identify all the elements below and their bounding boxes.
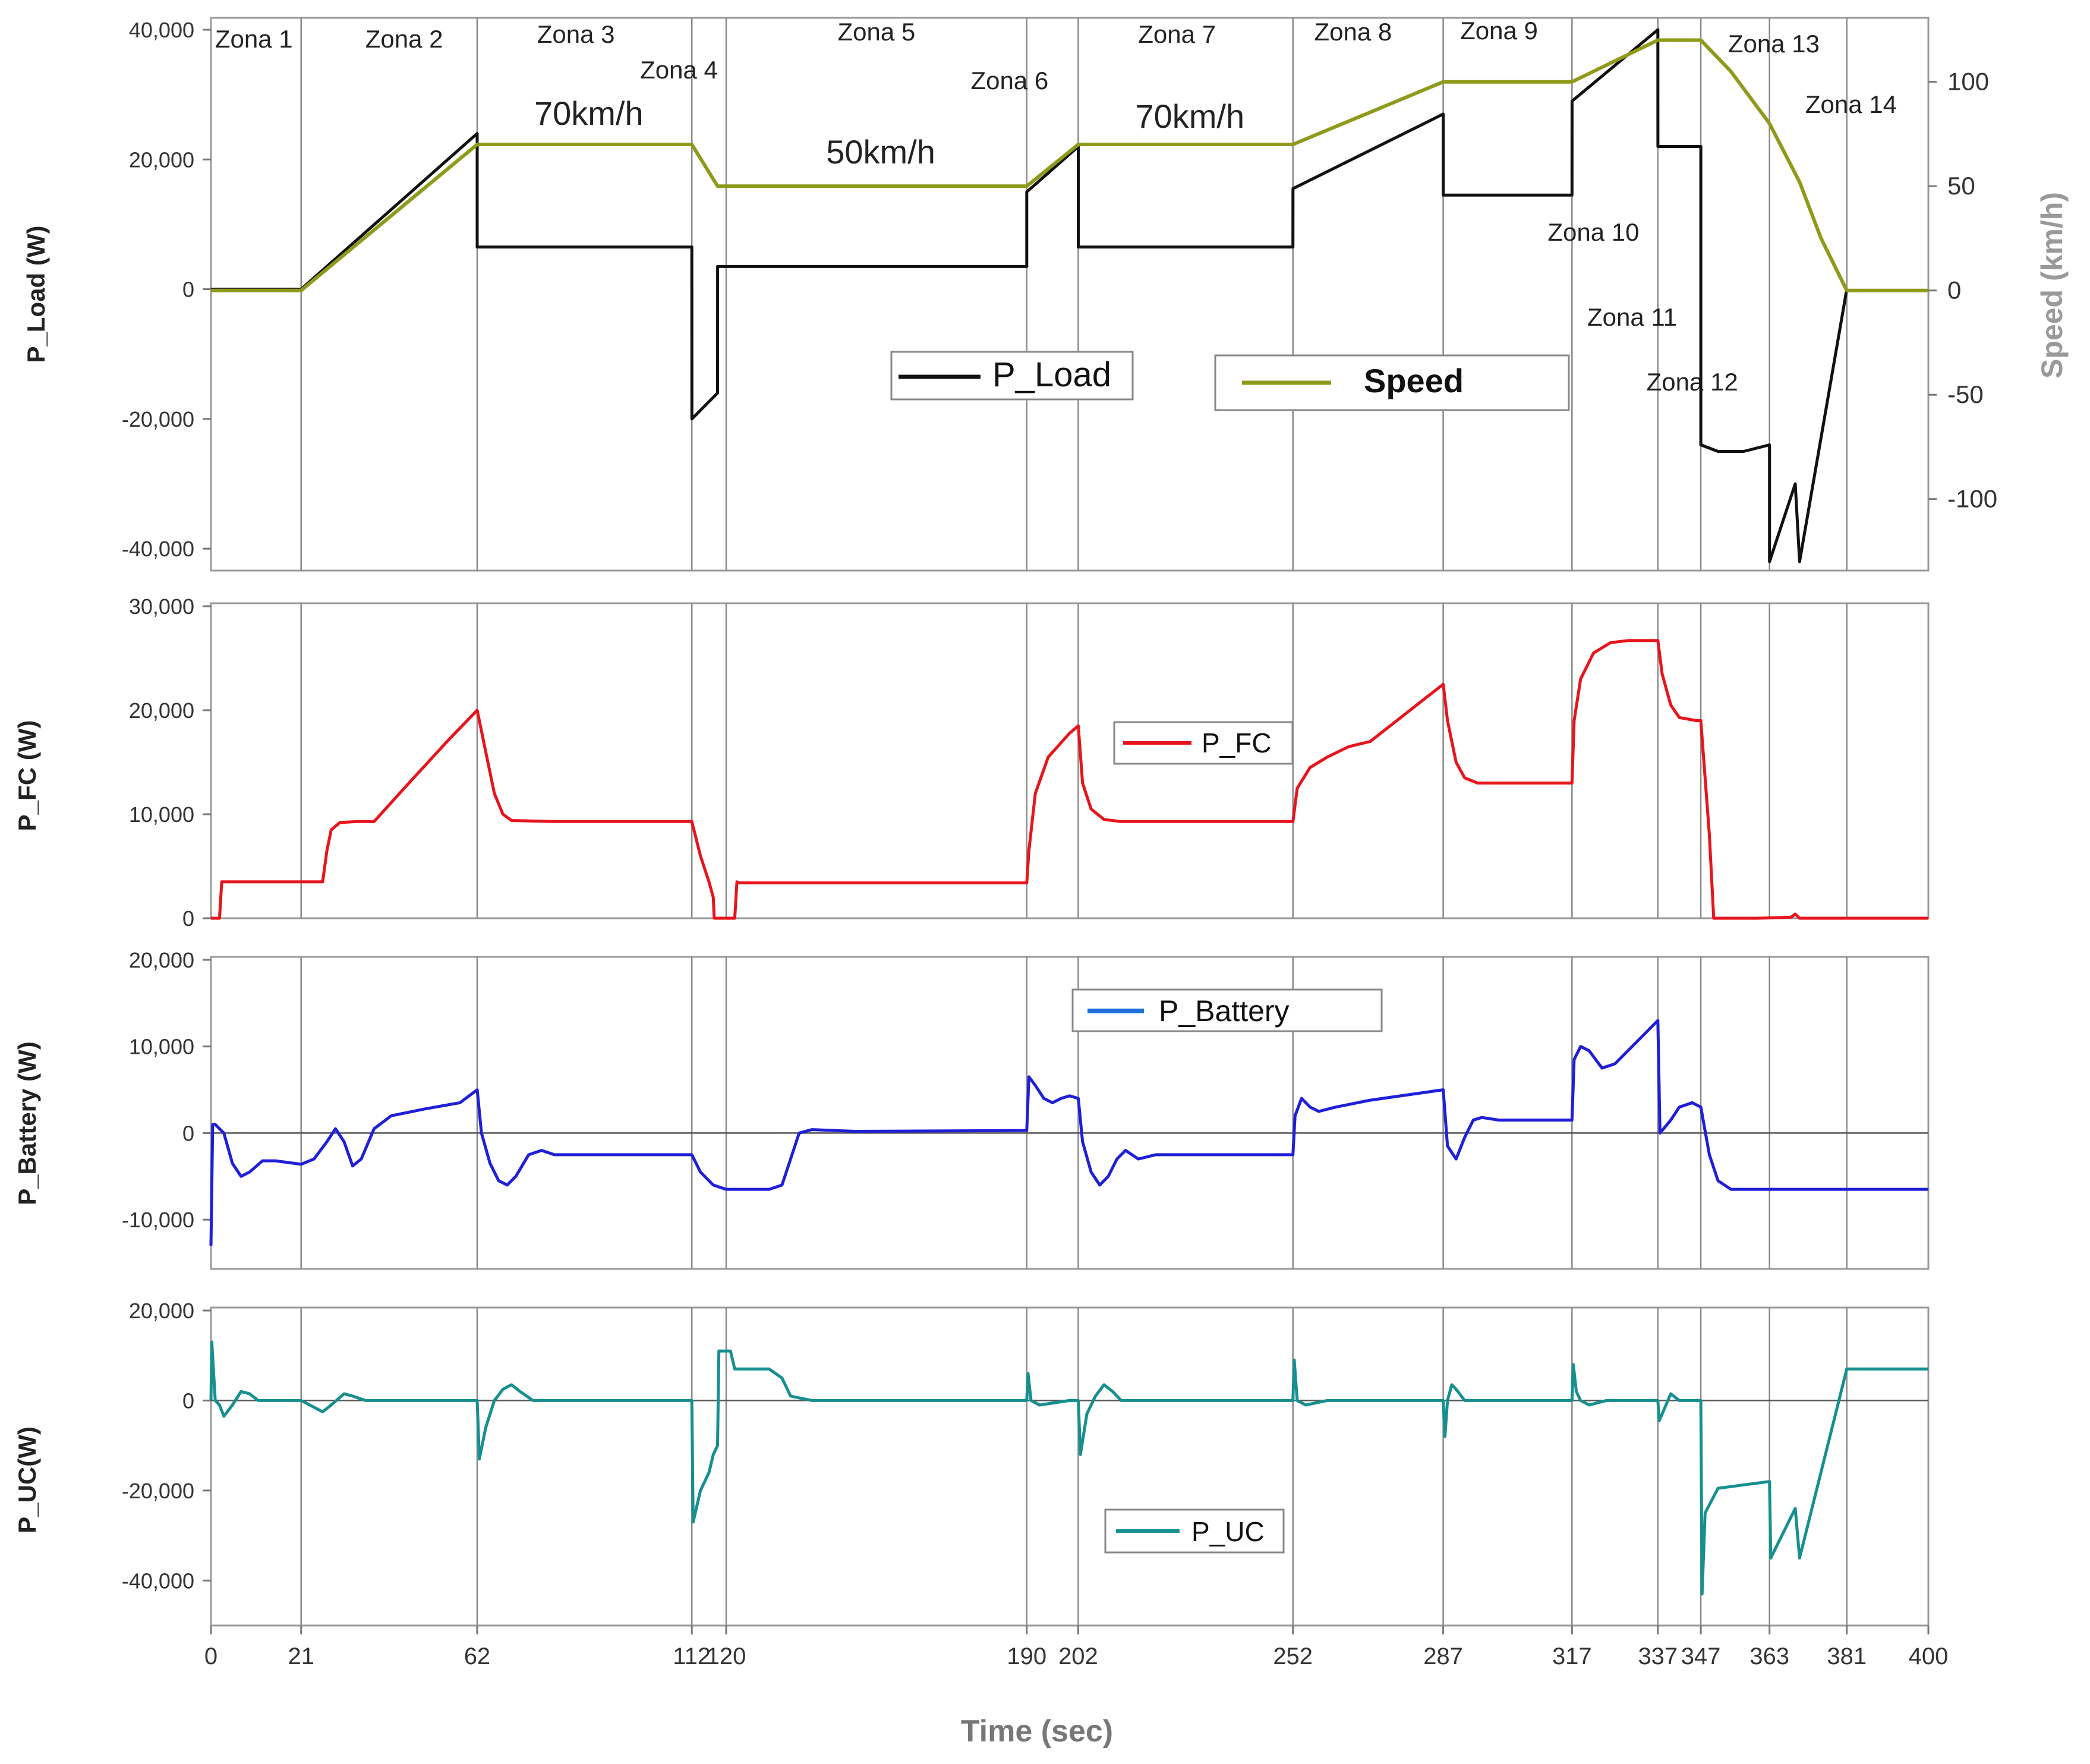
x-tick-label: 120 <box>707 1643 746 1670</box>
series-speed-line <box>211 38 1928 292</box>
zone-label: Zona 9 <box>1460 17 1538 45</box>
legend-p-fc-box <box>1113 721 1294 765</box>
x-tick-label: 363 <box>1749 1643 1789 1670</box>
x-tick-label: 190 <box>1007 1643 1046 1670</box>
panel-battery: -10,000 0 10,000 20,000 P_Battery (W) P_Bat… <box>13 948 1930 1270</box>
x-tick-label: 252 <box>1273 1643 1313 1670</box>
y2-tick-label: 0 <box>1947 276 1961 304</box>
panel-load-ylabel: P_Load (W) <box>22 226 50 363</box>
zone-label: Zona 11 <box>1587 303 1677 331</box>
panel-fc: 0 10,000 20,000 30,000 P_FC (W) P_FC <box>13 594 1930 931</box>
legend-p-fc: P_FC <box>1113 721 1294 765</box>
y-tick-label: 40,000 <box>129 18 194 42</box>
speed-annotation: 50km/h <box>826 133 935 171</box>
y-tick-label: 10,000 <box>129 1035 194 1059</box>
speed-annotation: 70km/h <box>534 94 644 132</box>
y-tick-label: 20,000 <box>129 1299 194 1323</box>
x-tick-label: 337 <box>1638 1643 1678 1670</box>
series-p-fc-line <box>211 639 1928 920</box>
panel-uc-frame <box>210 1306 1930 1627</box>
panel-load-frame <box>210 17 1930 572</box>
x-tick-label: 112 <box>673 1643 711 1670</box>
x-tick-label: 21 <box>288 1643 314 1670</box>
zone-label: Zona 8 <box>1314 18 1392 46</box>
x-tick-label: 287 <box>1423 1643 1463 1670</box>
x-tick-label: 202 <box>1058 1643 1098 1670</box>
y-tick-label: 0 <box>182 1388 194 1413</box>
zone-label: Zona 14 <box>1805 90 1897 118</box>
panel-load-y-ticks: -40,000 -20,000 0 20,000 40,000 <box>122 18 211 561</box>
y-tick-label: 20,000 <box>129 948 194 972</box>
zone-label: Zona 12 <box>1647 368 1738 396</box>
panel-fc-series <box>211 639 1928 920</box>
zone-label: Zona 7 <box>1138 20 1216 48</box>
panel-uc-ylabel: P_UC(W) <box>13 1426 41 1533</box>
legend-p-load: P_Load <box>890 351 1134 401</box>
legend-p-uc: P_UC <box>1104 1508 1285 1554</box>
legend-p-uc-label: P_UC <box>1191 1516 1265 1547</box>
y-tick-label: 0 <box>182 906 194 931</box>
zone-label: Zona 4 <box>640 56 718 84</box>
panel-load-y2-ticks: -100 -50 0 50 100 <box>1928 68 1997 513</box>
y-tick-label: 20,000 <box>129 698 194 723</box>
zone-label: Zona 10 <box>1547 218 1639 246</box>
x-axis-label: Time (sec) <box>961 1714 1113 1749</box>
y2-tick-label: -100 <box>1947 485 1997 513</box>
series-p-battery-line <box>209 1019 1928 1246</box>
x-tick-label: 400 <box>1909 1643 1949 1670</box>
panel-battery-frame <box>210 956 1930 1270</box>
zone-label: Zona 6 <box>970 67 1048 94</box>
speed-annotation: 70km/h <box>1135 97 1244 135</box>
panel-battery-series <box>209 1019 1928 1246</box>
panel-fc-y-ticks: 0 10,000 20,000 30,000 <box>129 594 211 931</box>
series-p-uc-line <box>209 1340 1928 1596</box>
zone-labels: Zona 1 Zona 2 Zona 3 Zona 4 Zona 5 Zona 6 Zona… <box>215 17 1897 396</box>
x-tick-label: 347 <box>1681 1643 1721 1670</box>
panel-load: -40,000 -20,000 0 20,000 40,000 -100 -50 0 50 10… <box>22 17 2069 572</box>
x-tick-label: 62 <box>464 1643 491 1670</box>
y-tick-label: 10,000 <box>129 802 194 827</box>
legend-p-fc-label: P_FC <box>1202 727 1272 758</box>
zone-label: Zona 2 <box>365 25 443 53</box>
zone-label: Zona 5 <box>837 18 915 46</box>
legend-speed-label: Speed <box>1364 362 1464 399</box>
y-tick-label: -40,000 <box>122 1568 194 1593</box>
panel-load-series <box>211 28 1928 563</box>
y-tick-label: 0 <box>182 1121 194 1145</box>
legend-p-battery-label: P_Battery <box>1159 994 1290 1028</box>
legend-p-load-label: P_Load <box>992 355 1111 394</box>
panel-fc-frame <box>210 602 1930 919</box>
y-tick-label: -20,000 <box>122 1479 194 1503</box>
y-tick-label: 30,000 <box>129 594 194 619</box>
x-tick-label: 317 <box>1552 1643 1592 1670</box>
y-tick-label: -20,000 <box>122 407 194 431</box>
zone-label: Zona 1 <box>215 25 293 53</box>
panel-fc-zone-lines <box>300 603 1848 918</box>
panel-uc-zone-lines <box>300 1308 1848 1626</box>
panel-uc-series <box>209 1340 1928 1596</box>
zone-label: Zona 3 <box>537 20 615 48</box>
legend-speed: Speed <box>1214 354 1570 411</box>
panel-fc-ylabel: P_FC (W) <box>13 720 41 831</box>
y2-tick-label: 50 <box>1947 172 1975 200</box>
x-tick-label: 0 <box>204 1643 217 1670</box>
panel-battery-ylabel: P_Battery (W) <box>13 1041 41 1205</box>
x-tick-label: 381 <box>1827 1643 1867 1670</box>
panel-battery-y-ticks: -10,000 0 10,000 20,000 <box>122 948 1928 1232</box>
zone-label: Zona 13 <box>1728 30 1820 58</box>
y-tick-label: -40,000 <box>122 537 194 561</box>
y-tick-label: -10,000 <box>122 1208 194 1232</box>
series-p-load-line <box>211 28 1849 563</box>
panel-uc: -40,000 -20,000 0 20,000 P_UC(W) P_UC <box>13 1299 1930 1627</box>
y2-tick-label: -50 <box>1947 380 1984 408</box>
y-tick-label: 0 <box>182 278 194 302</box>
panel-load-y2label: Speed (km/h) <box>2035 192 2069 379</box>
y-tick-label: 20,000 <box>129 147 194 172</box>
legend-p-battery: P_Battery <box>1071 988 1383 1032</box>
speed-annotations: 70km/h 50km/h 70km/h <box>534 94 1244 171</box>
y2-tick-label: 100 <box>1947 68 1989 96</box>
